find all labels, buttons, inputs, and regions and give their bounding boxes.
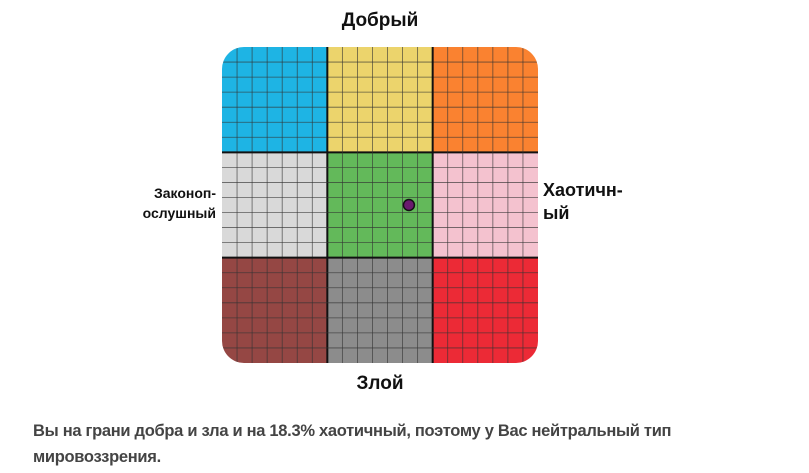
cell-neutral-evil <box>327 257 433 363</box>
cell-neutral-good <box>327 47 433 153</box>
axis-label-good: Добрый <box>341 10 419 31</box>
cell-lawful-good <box>222 47 328 153</box>
cell-chaotic-neutral <box>432 152 538 258</box>
cell-chaotic-evil <box>432 257 538 363</box>
alignment-marker <box>402 198 416 212</box>
cell-lawful-neutral <box>222 152 328 258</box>
axis-label-chaotic: Хаотичн- ый <box>543 180 623 223</box>
axis-label-lawful: Законоп- ослушный <box>142 185 216 221</box>
alignment-grid <box>222 47 538 363</box>
cell-chaotic-good <box>432 47 538 153</box>
cell-lawful-evil <box>222 257 328 363</box>
result-text: Вы на грани добра и зла и на 18.3% хаоти… <box>33 422 672 466</box>
axis-label-evil: Злой <box>356 373 404 394</box>
cell-true-neutral <box>327 152 433 258</box>
